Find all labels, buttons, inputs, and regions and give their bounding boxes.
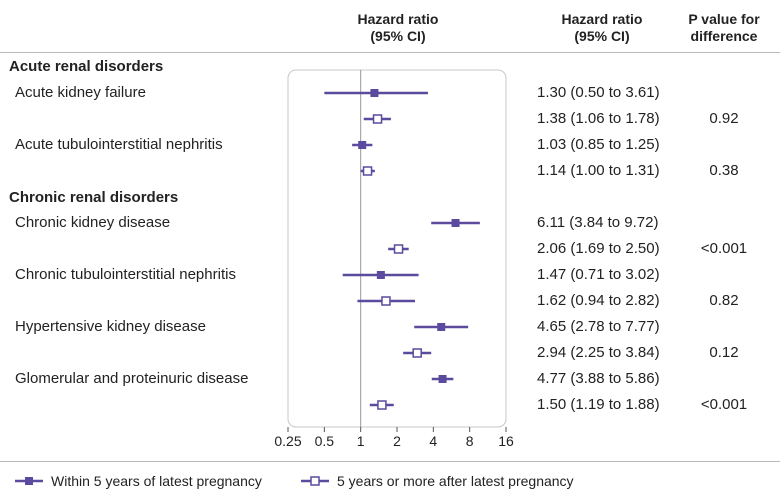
p-value: <0.001 [700, 396, 748, 413]
p-value-header-line1: P value for [688, 11, 760, 27]
hr-marker-after [393, 244, 404, 254]
hr-marker-within [376, 271, 385, 279]
x-tick-label: 0.25 [274, 433, 301, 449]
p-value: 0.12 [709, 344, 739, 361]
legend-label-within: Within 5 years of latest pregnancy [51, 473, 262, 489]
p-value: 0.82 [709, 292, 739, 309]
x-tick-label: 2 [393, 433, 401, 449]
hr-marker-within [370, 89, 379, 97]
hr-marker-after [412, 348, 422, 358]
ci-text: 1.38 (1.06 to 1.78) [537, 110, 660, 127]
ci-text: 1.30 (0.50 to 3.61) [537, 84, 660, 101]
hr-text-header-line1: Hazard ratio [561, 11, 643, 27]
p-value: 0.92 [709, 110, 739, 127]
top-rule [0, 52, 780, 53]
p-value: <0.001 [700, 240, 748, 257]
ci-text: 1.14 (1.00 to 1.31) [537, 162, 660, 179]
section-chronic: Chronic renal disorders [9, 189, 179, 206]
ci-text: 1.47 (0.71 to 3.02) [537, 266, 660, 283]
outcome-label: Chronic kidney disease [15, 214, 171, 231]
ci-text: 4.65 (2.78 to 7.77) [537, 318, 660, 335]
hr-marker-after [362, 166, 373, 176]
p-value-header-line2: difference [690, 28, 758, 44]
ci-text: 1.62 (0.94 to 2.82) [537, 292, 660, 309]
legend-label-after: 5 years or more after latest pregnancy [337, 473, 574, 489]
ci-text: 2.94 (2.25 to 3.84) [537, 344, 660, 361]
ci-text: 2.06 (1.69 to 2.50) [537, 240, 660, 257]
x-tick-label: 4 [429, 433, 437, 449]
legend-marker-within [15, 477, 43, 485]
hr-text-header-line2: (95% CI) [574, 28, 630, 44]
plot-header-line2: (95% CI) [370, 28, 426, 44]
ci-text: 4.77 (3.88 to 5.86) [537, 370, 660, 387]
hr-marker-within [451, 219, 460, 227]
legend-marker-after [301, 476, 329, 486]
hr-marker-after [377, 400, 387, 410]
x-tick-label: 16 [498, 433, 514, 449]
ci-text: 6.11 (3.84 to 9.72) [537, 214, 659, 231]
hr-text-header: Hazard ratio (95% CI) [522, 11, 682, 45]
bottom-rule [0, 461, 780, 462]
hr-marker-after [381, 296, 391, 306]
outcome-label: Glomerular and proteinuric disease [15, 370, 249, 387]
p-value-header: P value for difference [676, 11, 772, 45]
p-value: 0.38 [709, 162, 739, 179]
x-tick-label: 8 [466, 433, 474, 449]
plot-header: Hazard ratio (95% CI) [318, 11, 478, 45]
plot-header-line1: Hazard ratio [357, 11, 439, 27]
hr-marker-within [438, 375, 447, 383]
ci-text: 1.50 (1.19 to 1.88) [537, 396, 660, 413]
ci-text: 1.03 (0.85 to 1.25) [537, 136, 660, 153]
hr-marker-after [372, 114, 383, 124]
section-acute: Acute renal disorders [9, 58, 164, 75]
outcome-label: Chronic tubulointerstitial nephritis [15, 266, 236, 283]
outcome-label: Acute tubulointerstitial nephritis [15, 136, 223, 153]
outcome-label: Acute kidney failure [15, 84, 146, 101]
hr-marker-within [437, 323, 446, 331]
hr-marker-within [358, 141, 367, 149]
x-tick-label: 1 [357, 433, 365, 449]
x-tick-label: 0.5 [315, 433, 335, 449]
outcome-label: Hypertensive kidney disease [15, 318, 206, 335]
